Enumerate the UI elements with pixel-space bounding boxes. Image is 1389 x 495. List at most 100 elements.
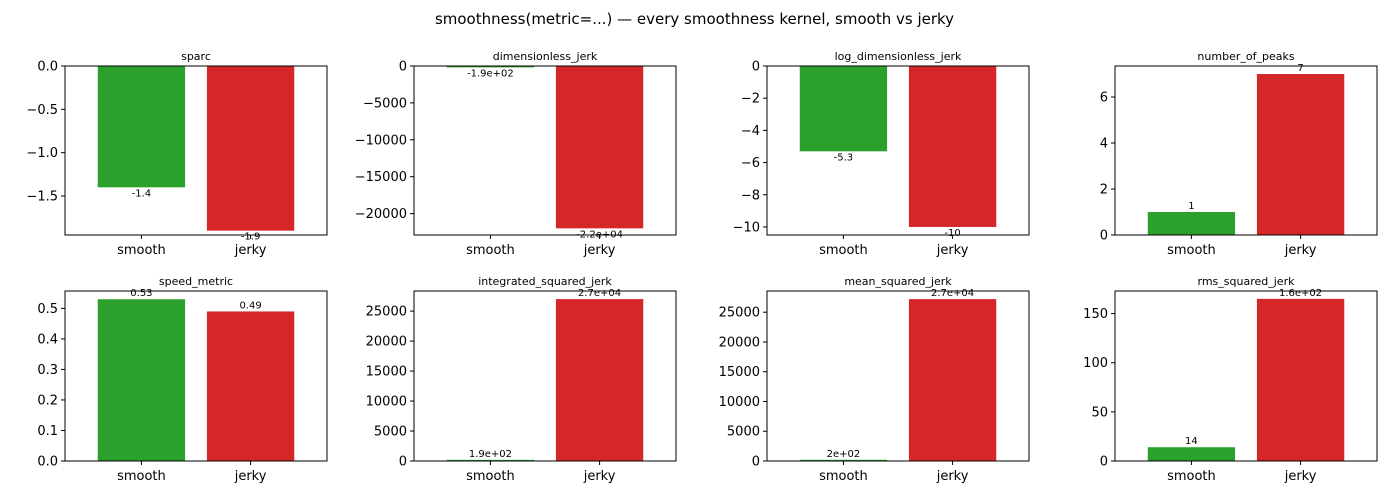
bar-jerky bbox=[908, 66, 997, 227]
subplot-title: number_of_peaks bbox=[1197, 50, 1294, 63]
data-label: 1 bbox=[1188, 201, 1194, 212]
bar-jerky bbox=[206, 311, 295, 461]
axes-frame bbox=[64, 65, 328, 236]
y-tick-label: 0 bbox=[1100, 455, 1108, 470]
subplot-dimensionless_jerk: dimensionless_jerk-1.9e+02smooth-2.2e+04… bbox=[355, 50, 677, 258]
y-tick-label: 0.4 bbox=[37, 332, 58, 347]
axes-frame bbox=[766, 290, 1030, 462]
y-tick-label: −2 bbox=[741, 92, 760, 107]
data-label: -1.9e+02 bbox=[467, 68, 514, 79]
x-tick-label: jerky bbox=[583, 469, 616, 484]
y-tick-label: 10000 bbox=[719, 395, 760, 410]
subplot-title: dimensionless_jerk bbox=[493, 50, 598, 63]
bar-smooth bbox=[799, 459, 888, 461]
subplot-mean_squared_jerk: mean_squared_jerk 2e+02 smooth 2.7e+04 jerky… bbox=[719, 275, 1030, 484]
y-tick-label: 50 bbox=[1091, 405, 1108, 420]
axes-frame bbox=[1114, 290, 1378, 462]
y-tick-label: 0.0 bbox=[37, 60, 58, 75]
data-label: 1.9e+02 bbox=[469, 449, 512, 460]
y-tick-label: −8 bbox=[741, 188, 760, 203]
x-tick-label: smooth bbox=[1167, 243, 1216, 258]
bar-smooth bbox=[97, 66, 186, 188]
subplot-log_dimensionless_jerk: log_dimensionless_jerk -5.3 smooth -10 jerky… bbox=[733, 50, 1030, 258]
bar-smooth bbox=[1147, 212, 1236, 235]
y-tick-label: 0 bbox=[752, 60, 760, 75]
x-tick-label: smooth bbox=[819, 469, 868, 484]
y-tick-label: −6 bbox=[741, 156, 760, 171]
y-tick-label: 100 bbox=[1083, 356, 1108, 371]
y-tick-label: 150 bbox=[1083, 307, 1108, 322]
y-tick-label: −1.5 bbox=[26, 190, 58, 205]
bar-jerky bbox=[1256, 74, 1345, 235]
x-tick-label: jerky bbox=[1284, 243, 1317, 258]
subplot-title: sparc bbox=[181, 50, 211, 63]
subplot-title: integrated_squared_jerk bbox=[478, 275, 612, 288]
x-tick-label: jerky bbox=[234, 469, 267, 484]
y-tick-label: 25000 bbox=[366, 305, 407, 320]
y-tick-label: −4 bbox=[741, 124, 760, 139]
bar-jerky bbox=[555, 299, 644, 461]
subplot-title: rms_squared_jerk bbox=[1198, 275, 1296, 288]
y-tick-label: 4 bbox=[1100, 137, 1108, 152]
panels: sparc-1.4smooth-1.9jerky0.0−0.5−1.0−1.5d… bbox=[26, 50, 1378, 484]
bar-jerky bbox=[206, 66, 295, 231]
bar-smooth bbox=[1147, 447, 1236, 461]
x-tick-label: smooth bbox=[117, 469, 166, 484]
x-tick-label: smooth bbox=[466, 469, 515, 484]
y-tick-label: 0.1 bbox=[37, 424, 58, 439]
x-tick-label: jerky bbox=[583, 243, 616, 258]
x-tick-label: jerky bbox=[1284, 469, 1317, 484]
y-tick-label: −10000 bbox=[355, 133, 407, 148]
bar-jerky bbox=[555, 66, 644, 229]
y-tick-label: −5000 bbox=[363, 96, 407, 111]
bar-smooth bbox=[799, 66, 888, 152]
subplot-title: log_dimensionless_jerk bbox=[835, 50, 962, 63]
y-tick-label: 0.2 bbox=[37, 393, 58, 408]
data-label: -1.4 bbox=[132, 188, 152, 199]
subplot-number_of_peaks: number_of_peaks 1 smooth 7 jerky 0 2 4 6 bbox=[1100, 50, 1378, 258]
y-tick-label: 10000 bbox=[366, 395, 407, 410]
x-tick-label: smooth bbox=[466, 243, 515, 258]
y-tick-label: −10 bbox=[733, 220, 760, 235]
data-label: 2e+02 bbox=[827, 449, 861, 460]
y-tick-label: 0 bbox=[399, 455, 407, 470]
x-tick-label: smooth bbox=[117, 243, 166, 258]
bar-smooth bbox=[97, 299, 186, 461]
subplot-title: speed_metric bbox=[159, 275, 233, 288]
axes-frame bbox=[413, 65, 677, 236]
y-tick-label: 15000 bbox=[719, 365, 760, 380]
y-tick-label: −1.0 bbox=[26, 146, 58, 161]
y-tick-label: −15000 bbox=[355, 170, 407, 185]
data-label: 2.7e+04 bbox=[931, 288, 974, 299]
axes-frame bbox=[1114, 65, 1378, 236]
y-tick-label: 6 bbox=[1100, 91, 1108, 106]
y-tick-label: 15000 bbox=[366, 365, 407, 380]
y-tick-label: 20000 bbox=[366, 335, 407, 350]
data-label: -5.3 bbox=[834, 152, 854, 163]
x-tick-label: jerky bbox=[234, 243, 267, 258]
y-tick-label: 25000 bbox=[719, 306, 760, 321]
subplot-rms_squared_jerk: rms_squared_jerk 14 smooth 1.6e+02 jerky 0 50 1… bbox=[1083, 275, 1378, 484]
subplot-integrated_squared_jerk: integrated_squared_jerk 1.9e+02 smooth 2.7e… bbox=[366, 275, 677, 484]
y-tick-label: −0.5 bbox=[26, 103, 58, 118]
axes-frame bbox=[413, 290, 677, 462]
x-tick-label: smooth bbox=[819, 243, 868, 258]
data-label: 0.53 bbox=[130, 288, 152, 299]
y-tick-label: 0.3 bbox=[37, 363, 58, 378]
x-tick-label: jerky bbox=[936, 469, 969, 484]
y-tick-label: 0 bbox=[752, 455, 760, 470]
bar-jerky bbox=[908, 299, 997, 461]
data-label: 0.49 bbox=[239, 300, 261, 311]
y-tick-label: 0.5 bbox=[37, 302, 58, 317]
figure-title: smoothness(metric=...) — every smoothnes… bbox=[435, 10, 954, 28]
y-tick-label: 0 bbox=[1100, 229, 1108, 244]
bar-jerky bbox=[1256, 298, 1345, 461]
axes-frame bbox=[766, 65, 1030, 236]
y-tick-label: 0.0 bbox=[37, 455, 58, 470]
subplot-title: mean_squared_jerk bbox=[844, 275, 952, 288]
x-tick-label: smooth bbox=[1167, 469, 1216, 484]
data-label: 14 bbox=[1185, 436, 1198, 447]
data-label: -10 bbox=[944, 228, 960, 239]
y-tick-label: 5000 bbox=[727, 425, 760, 440]
